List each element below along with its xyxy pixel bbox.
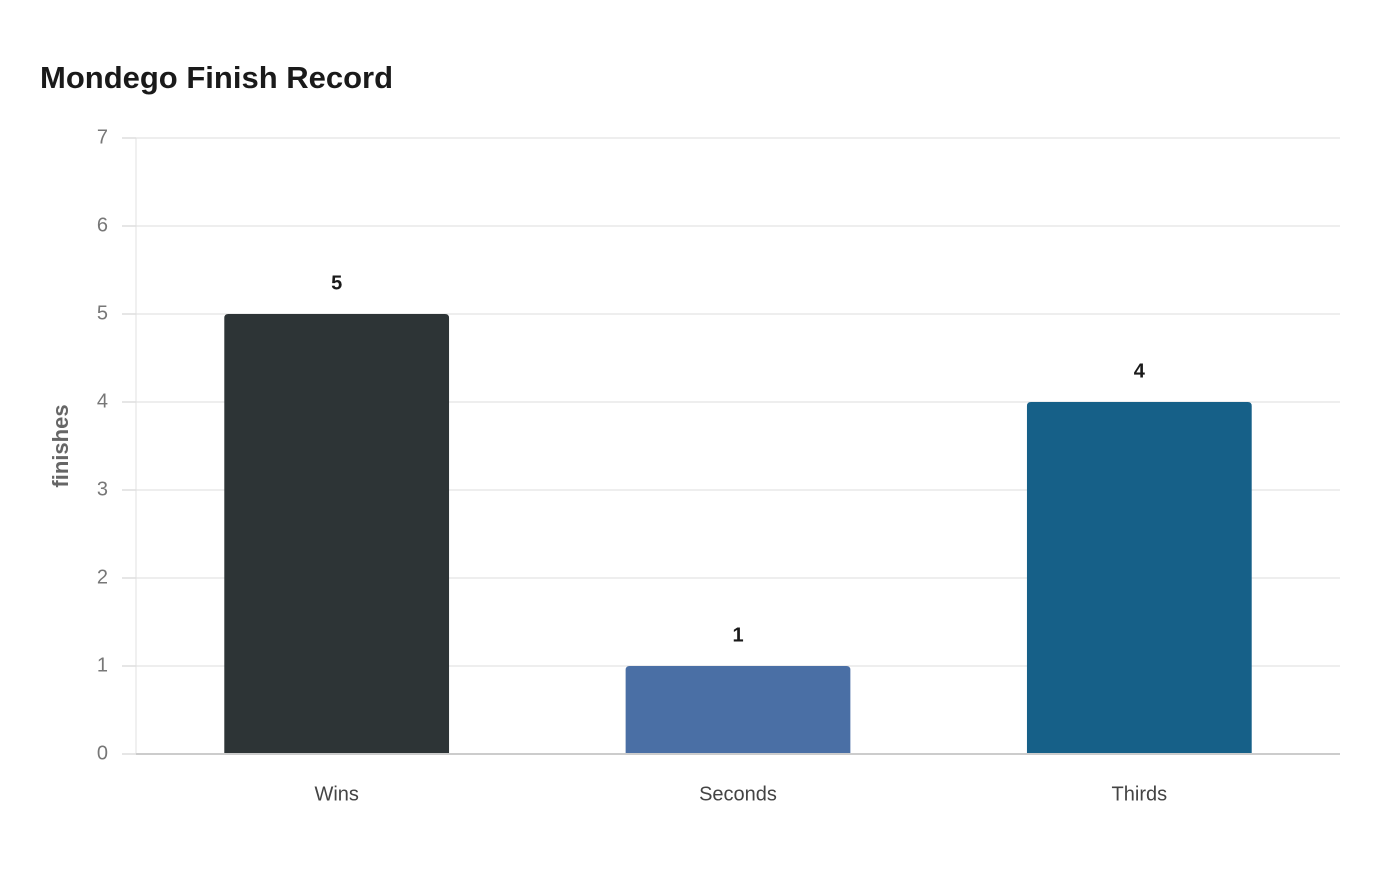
x-tick-label: Wins (314, 783, 358, 805)
y-tick-label: 0 (97, 742, 108, 764)
y-tick-label: 6 (97, 214, 108, 236)
y-axis-label: finishes (48, 404, 73, 487)
y-tick-label: 4 (97, 390, 108, 412)
bar (1026, 402, 1252, 754)
bar (224, 314, 450, 754)
bar (625, 666, 851, 754)
y-tick-label: 5 (97, 302, 108, 324)
y-tick-label: 7 (97, 126, 108, 148)
y-tick-label: 3 (97, 478, 108, 500)
x-tick-label: Thirds (1112, 783, 1168, 805)
y-tick-label: 2 (97, 566, 108, 588)
chart-title: Mondego Finish Record (40, 60, 393, 95)
data-label: 4 (1134, 360, 1146, 382)
y-tick-label: 1 (97, 654, 108, 676)
data-label: 5 (331, 272, 342, 294)
data-label: 1 (732, 624, 743, 646)
x-tick-label: Seconds (699, 783, 777, 805)
